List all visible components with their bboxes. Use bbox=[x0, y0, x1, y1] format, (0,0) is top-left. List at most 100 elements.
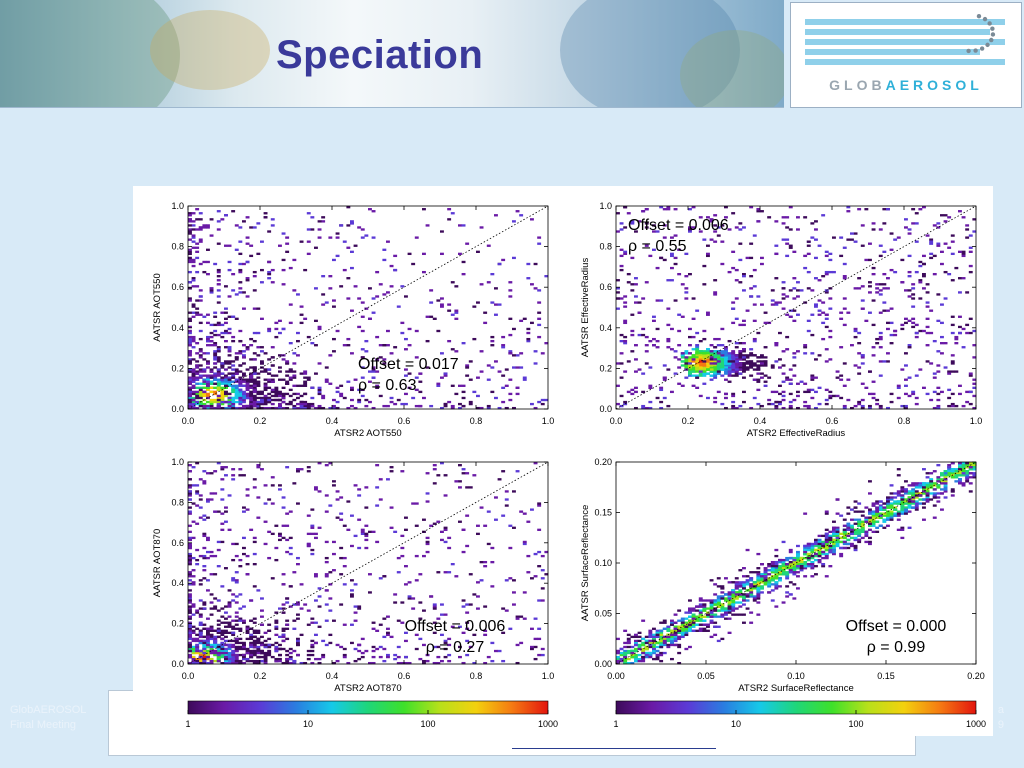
density-cell bbox=[724, 396, 728, 400]
density-cell bbox=[889, 502, 894, 505]
density-cell bbox=[494, 518, 498, 521]
density-cell bbox=[878, 337, 883, 341]
density-cell bbox=[263, 398, 268, 402]
density-cell bbox=[274, 633, 279, 637]
density-cell bbox=[335, 643, 340, 647]
density-cell bbox=[709, 370, 714, 373]
density-cell bbox=[216, 382, 221, 385]
density-cell bbox=[781, 398, 786, 402]
density-cell bbox=[195, 548, 200, 552]
density-cell bbox=[731, 394, 736, 398]
density-cell bbox=[360, 637, 365, 641]
density-cell bbox=[522, 512, 527, 515]
density-cell bbox=[231, 210, 236, 213]
density-cell bbox=[414, 236, 419, 239]
density-cell bbox=[853, 240, 858, 243]
density-cell bbox=[684, 352, 689, 355]
density-cell bbox=[198, 631, 203, 634]
density-cell bbox=[720, 364, 725, 367]
density-cell bbox=[216, 348, 221, 351]
density-cell bbox=[231, 388, 236, 392]
density-cell bbox=[198, 321, 203, 325]
density-cell bbox=[206, 637, 210, 641]
density-cell bbox=[224, 329, 228, 333]
density-cell bbox=[350, 386, 354, 389]
density-cell bbox=[198, 337, 203, 341]
density-cell bbox=[817, 309, 822, 312]
density-cell bbox=[285, 406, 290, 410]
density-cell bbox=[443, 526, 448, 529]
density-cell bbox=[188, 546, 192, 550]
density-cell bbox=[472, 305, 477, 308]
density-cell bbox=[281, 394, 286, 398]
density-cell bbox=[724, 406, 728, 410]
density-cell bbox=[364, 339, 369, 343]
density-cell bbox=[386, 633, 390, 637]
density-cell bbox=[191, 240, 196, 243]
density-cell bbox=[350, 404, 354, 408]
density-cell bbox=[202, 378, 207, 381]
density-cell bbox=[353, 285, 358, 288]
density-cell bbox=[512, 366, 516, 369]
density-cell bbox=[206, 321, 210, 325]
density-cell bbox=[191, 639, 196, 643]
density-cell bbox=[234, 619, 239, 622]
density-cell bbox=[425, 536, 430, 540]
density-cell bbox=[407, 327, 412, 331]
density-cell bbox=[788, 228, 793, 231]
density-cell bbox=[328, 275, 333, 278]
density-cell bbox=[432, 464, 437, 467]
density-cell bbox=[803, 390, 808, 394]
density-cell bbox=[447, 643, 452, 647]
density-cell bbox=[688, 360, 692, 363]
annotation-text: ρ = 0.63 bbox=[358, 377, 417, 394]
density-cell bbox=[810, 376, 815, 379]
density-cell bbox=[292, 619, 297, 622]
density-cell bbox=[213, 400, 218, 404]
density-cell bbox=[465, 611, 470, 614]
density-cell bbox=[188, 238, 192, 241]
density-cell bbox=[249, 528, 254, 531]
density-cell bbox=[227, 605, 232, 608]
density-cell bbox=[623, 402, 628, 406]
density-cell bbox=[270, 380, 275, 383]
density-cell bbox=[868, 404, 872, 408]
density-cell bbox=[785, 254, 790, 258]
density-cell bbox=[378, 344, 383, 347]
density-cell bbox=[407, 386, 412, 389]
density-cell bbox=[209, 472, 214, 475]
density-cell bbox=[770, 366, 775, 369]
density-cell bbox=[738, 354, 743, 357]
density-cell bbox=[882, 208, 887, 211]
density-cell bbox=[188, 605, 192, 608]
density-cell bbox=[368, 530, 372, 533]
density-cell bbox=[749, 374, 754, 377]
density-cell bbox=[288, 394, 293, 398]
density-cell bbox=[386, 478, 390, 481]
density-cell bbox=[317, 388, 322, 392]
density-cell bbox=[684, 629, 689, 632]
density-cell bbox=[461, 384, 466, 387]
density-cell bbox=[227, 623, 232, 626]
density-cell bbox=[436, 645, 441, 649]
density-cell bbox=[713, 366, 718, 369]
density-cell bbox=[472, 661, 477, 665]
density-cell bbox=[483, 565, 488, 568]
density-cell bbox=[249, 402, 254, 406]
density-cell bbox=[465, 366, 470, 369]
density-cell bbox=[274, 335, 279, 339]
x-tick-label: 0.0 bbox=[610, 416, 623, 426]
density-cell bbox=[907, 394, 912, 398]
density-cell bbox=[940, 250, 944, 253]
density-cell bbox=[238, 659, 243, 663]
density-cell bbox=[234, 601, 239, 604]
density-cell bbox=[188, 214, 192, 217]
density-cell bbox=[486, 378, 491, 381]
density-cell bbox=[713, 214, 718, 217]
density-cell bbox=[968, 402, 973, 406]
density-cell bbox=[702, 337, 707, 341]
density-cell bbox=[724, 617, 728, 620]
density-cell bbox=[734, 279, 739, 282]
density-cell bbox=[925, 291, 930, 294]
density-cell bbox=[886, 287, 890, 290]
